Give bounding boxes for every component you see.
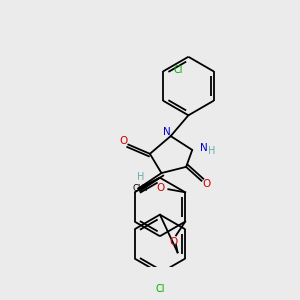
Text: Cl: Cl xyxy=(174,65,183,75)
Text: Cl: Cl xyxy=(155,284,165,294)
Text: O: O xyxy=(157,184,165,194)
Text: O: O xyxy=(202,179,210,189)
Text: N: N xyxy=(163,127,171,137)
Text: O: O xyxy=(169,237,178,247)
Text: H: H xyxy=(137,172,144,182)
Text: N: N xyxy=(200,143,208,153)
Text: H: H xyxy=(208,146,216,157)
Text: CH₃: CH₃ xyxy=(133,184,148,193)
Text: O: O xyxy=(120,136,128,146)
